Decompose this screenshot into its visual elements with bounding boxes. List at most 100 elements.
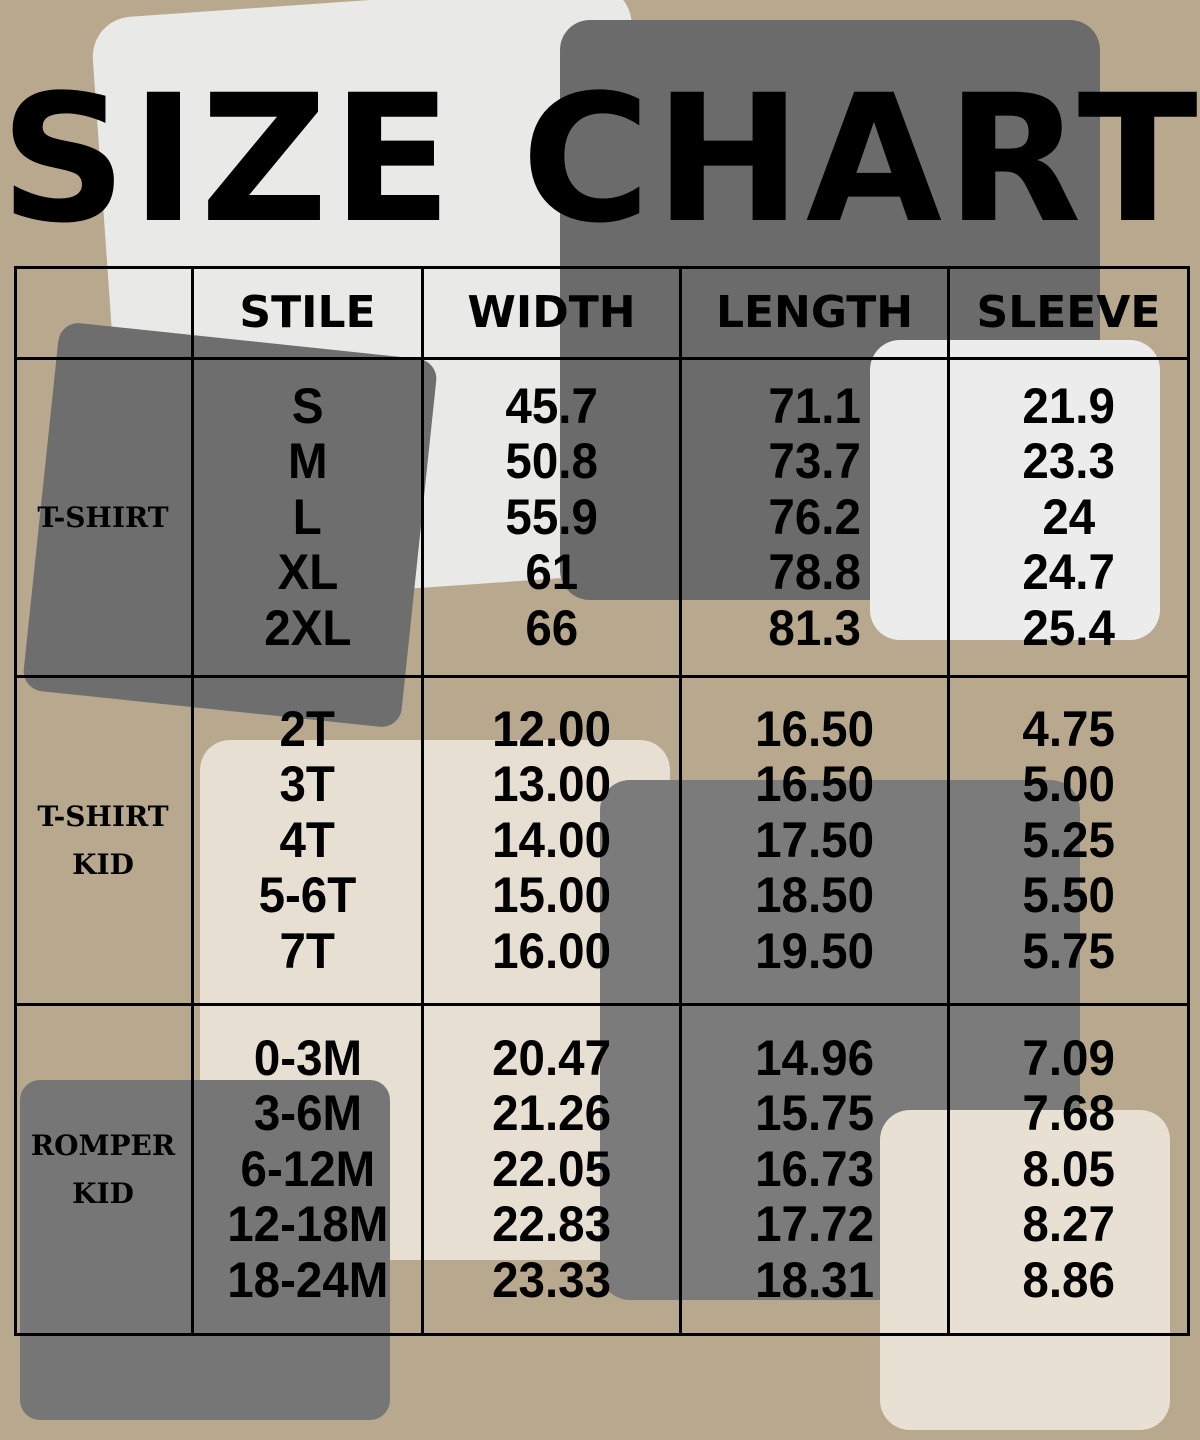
sleeve-column: 4.75 5.00 5.25 5.50 5.75 — [950, 678, 1187, 1003]
group-label-line: T-SHIRT — [37, 799, 169, 833]
length-cell: 17.50 — [755, 811, 874, 868]
row-group-label: T-SHIRT — [14, 360, 192, 675]
sizes-column: 0-3M 3-6M 6-12M 12-18M 18-24M — [194, 1006, 421, 1333]
length-cell: 16.50 — [755, 700, 874, 757]
width-cell: 61 — [525, 544, 578, 601]
length-cell: 81.3 — [768, 599, 861, 656]
group-label-line: KID — [72, 1176, 134, 1210]
width-cell: 20.47 — [492, 1029, 611, 1086]
sizes-cell: 3T — [279, 756, 336, 813]
sleeve-cell: 25.4 — [1022, 599, 1115, 656]
sleeve-cell: 8.05 — [1022, 1140, 1115, 1197]
sleeve-cell: 8.27 — [1022, 1196, 1115, 1253]
width-cell: 50.8 — [505, 433, 598, 490]
length-cell: 18.50 — [755, 867, 874, 924]
width-cell: 15.00 — [492, 867, 611, 924]
length-cell: 76.2 — [768, 488, 861, 545]
length-cell: 73.7 — [768, 433, 861, 490]
length-cell: 15.75 — [755, 1085, 874, 1142]
length-column: 14.96 15.75 16.73 17.72 18.31 — [682, 1006, 947, 1333]
sleeve-cell: 21.9 — [1022, 377, 1115, 434]
header-sleeve: SLEEVE — [976, 286, 1161, 338]
sleeve-cell: 24.7 — [1022, 544, 1115, 601]
sizes-cell: 2T — [279, 700, 336, 757]
width-cell: 14.00 — [492, 811, 611, 868]
sizes-cell: 6-12M — [240, 1140, 375, 1197]
length-cell: 16.50 — [755, 756, 874, 813]
sizes-cell: 0-3M — [253, 1029, 362, 1086]
width-column: 20.47 21.26 22.05 22.83 23.33 — [424, 1006, 679, 1333]
divider — [14, 1333, 1190, 1336]
sizes-cell: 18-24M — [226, 1251, 389, 1308]
width-cell: 13.00 — [492, 756, 611, 813]
divider — [191, 266, 194, 1336]
divider — [421, 266, 424, 1336]
sleeve-column: 7.09 7.68 8.05 8.27 8.86 — [950, 1006, 1187, 1333]
sleeve-cell: 7.68 — [1022, 1085, 1115, 1142]
width-cell: 21.26 — [492, 1085, 611, 1142]
group-label-line: KID — [72, 847, 134, 881]
page-title: SIZE CHART — [0, 57, 1200, 262]
sleeve-cell: 23.3 — [1022, 433, 1115, 490]
length-cell: 14.96 — [755, 1029, 874, 1086]
sleeve-cell: 5.75 — [1022, 922, 1115, 979]
divider — [14, 1003, 1190, 1006]
sizes-cell: XL — [277, 544, 338, 601]
divider — [14, 357, 1190, 360]
row-group-label: T-SHIRT KID — [14, 678, 192, 1003]
length-cell: 17.72 — [755, 1196, 874, 1253]
width-cell: 66 — [525, 599, 578, 656]
width-cell: 12.00 — [492, 700, 611, 757]
width-cell: 23.33 — [492, 1251, 611, 1308]
sizes-cell: 4T — [279, 811, 336, 868]
width-column: 45.7 50.8 55.9 61 66 — [424, 360, 679, 675]
sleeve-cell: 5.25 — [1022, 811, 1115, 868]
length-cell: 71.1 — [768, 377, 861, 434]
divider — [679, 266, 682, 1336]
sizes-cell: S — [291, 377, 324, 434]
sizes-cell: 5-6T — [258, 867, 357, 924]
divider — [947, 266, 950, 1336]
sleeve-cell: 5.00 — [1022, 756, 1115, 813]
sleeve-column: 21.9 23.3 24 24.7 25.4 — [950, 360, 1187, 675]
sleeve-cell: 5.50 — [1022, 867, 1115, 924]
width-cell: 22.05 — [492, 1140, 611, 1197]
sizes-cell: 12-18M — [226, 1196, 389, 1253]
length-cell: 18.31 — [755, 1251, 874, 1308]
group-label-line: T-SHIRT — [37, 500, 169, 534]
length-column: 71.1 73.7 76.2 78.8 81.3 — [682, 360, 947, 675]
sizes-column: 2T 3T 4T 5-6T 7T — [194, 678, 421, 1003]
sizes-cell: 3-6M — [253, 1085, 362, 1142]
width-column: 12.00 13.00 14.00 15.00 16.00 — [424, 678, 679, 1003]
sizes-cell: 2XL — [263, 599, 352, 656]
sizes-column: S M L XL 2XL — [194, 360, 421, 675]
divider — [1187, 266, 1190, 1336]
sizes-cell: L — [292, 488, 323, 545]
group-label-line: ROMPER — [30, 1128, 176, 1162]
white-romper-photo — [870, 340, 1160, 640]
divider — [14, 266, 17, 1336]
sizes-cell: 7T — [279, 922, 336, 979]
header-length: LENGTH — [715, 286, 914, 338]
width-cell: 16.00 — [492, 922, 611, 979]
length-cell: 78.8 — [768, 544, 861, 601]
size-table: STILE WIDTH LENGTH SLEEVE T-SHIRT S M L XL 2X… — [14, 266, 1190, 1336]
divider — [14, 675, 1190, 678]
divider — [14, 266, 1190, 269]
header-stile: STILE — [239, 286, 376, 338]
length-cell: 16.73 — [755, 1140, 874, 1197]
length-column: 16.50 16.50 17.50 18.50 19.50 — [682, 678, 947, 1003]
width-cell: 55.9 — [505, 488, 598, 545]
width-cell: 45.7 — [505, 377, 598, 434]
sleeve-cell: 7.09 — [1022, 1029, 1115, 1086]
row-group-label: ROMPER KID — [14, 1006, 192, 1333]
sleeve-cell: 4.75 — [1022, 700, 1115, 757]
length-cell: 19.50 — [755, 922, 874, 979]
sleeve-cell: 24 — [1042, 488, 1095, 545]
header-width: WIDTH — [467, 286, 636, 338]
sleeve-cell: 8.86 — [1022, 1251, 1115, 1308]
gray-tshirt-photo-small — [20, 1080, 390, 1420]
cream-romper-photo — [880, 1110, 1170, 1430]
width-cell: 22.83 — [492, 1196, 611, 1253]
sizes-cell: M — [287, 433, 328, 490]
